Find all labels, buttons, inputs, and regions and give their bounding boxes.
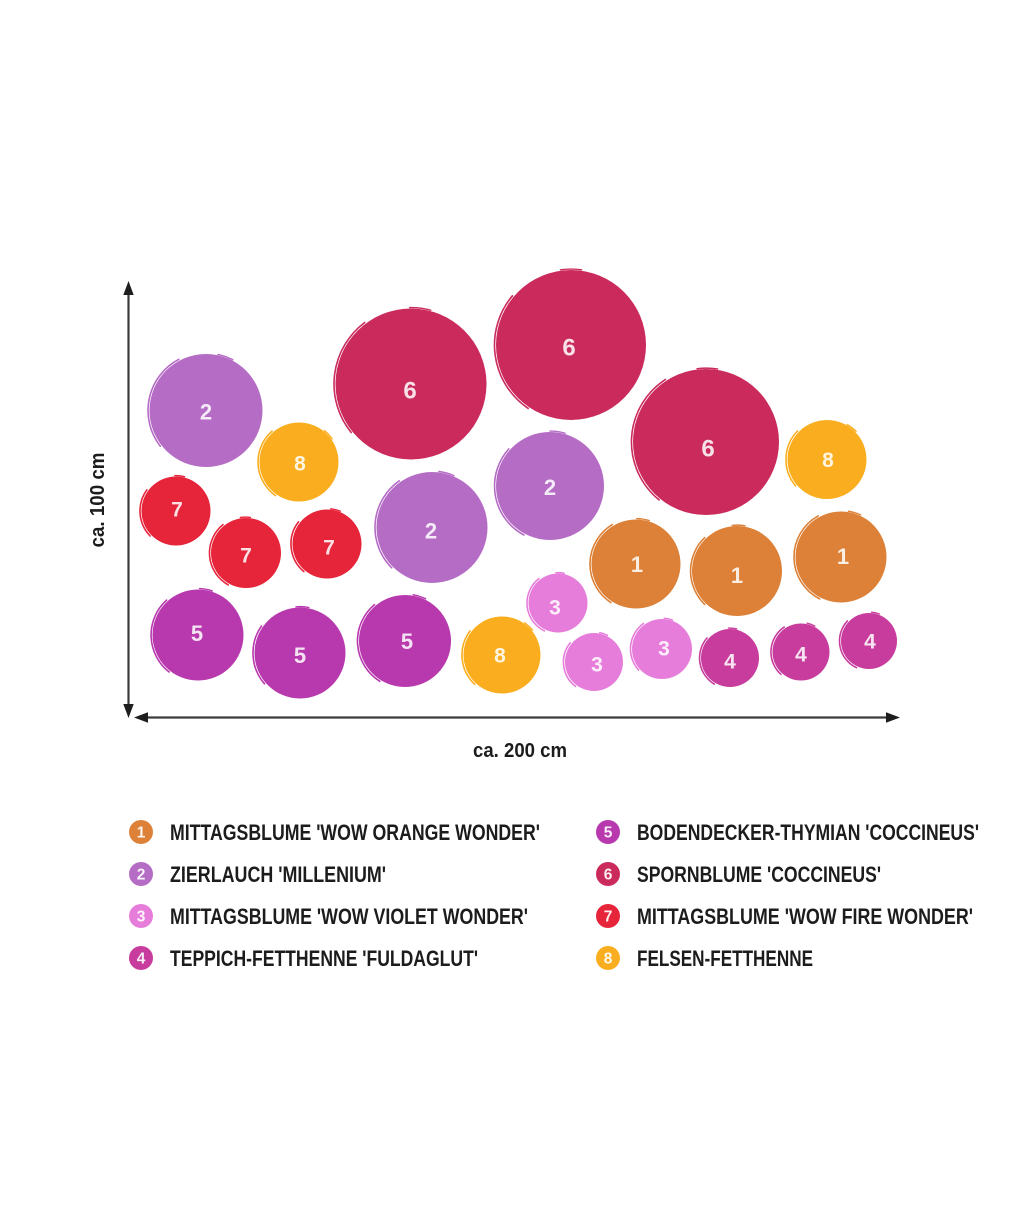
svg-text:4: 4: [795, 644, 807, 667]
svg-text:7: 7: [604, 909, 613, 926]
svg-text:1: 1: [631, 552, 643, 577]
svg-text:SPORNBLUME 'COCCINEUS': SPORNBLUME 'COCCINEUS': [637, 862, 881, 887]
svg-text:ca. 100 cm: ca. 100 cm: [87, 453, 109, 548]
svg-text:FELSEN-FETTHENNE: FELSEN-FETTHENNE: [637, 946, 813, 971]
svg-text:2: 2: [544, 475, 556, 500]
svg-text:1: 1: [137, 825, 146, 842]
svg-text:7: 7: [323, 537, 335, 560]
svg-text:5: 5: [401, 629, 413, 654]
svg-text:3: 3: [658, 638, 670, 661]
svg-text:MITTAGSBLUME 'WOW VIOLET WONDE: MITTAGSBLUME 'WOW VIOLET WONDER': [170, 904, 528, 929]
svg-text:4: 4: [724, 651, 736, 674]
svg-text:3: 3: [137, 909, 146, 926]
svg-text:4: 4: [137, 951, 146, 968]
svg-text:1: 1: [731, 563, 743, 588]
svg-text:7: 7: [240, 545, 252, 568]
svg-text:5: 5: [294, 643, 306, 668]
svg-text:8: 8: [604, 951, 613, 968]
svg-text:6: 6: [403, 378, 416, 405]
svg-text:ca. 200 cm: ca. 200 cm: [473, 740, 567, 762]
svg-text:8: 8: [822, 449, 834, 472]
svg-text:8: 8: [294, 453, 306, 476]
svg-text:5: 5: [604, 825, 613, 842]
svg-text:3: 3: [591, 654, 603, 677]
svg-text:TEPPICH-FETTHENNE 'FULDAGLUT': TEPPICH-FETTHENNE 'FULDAGLUT': [170, 946, 478, 971]
svg-text:6: 6: [604, 867, 613, 884]
svg-text:2: 2: [200, 399, 212, 424]
svg-text:MITTAGSBLUME 'WOW FIRE WONDER': MITTAGSBLUME 'WOW FIRE WONDER': [637, 904, 973, 929]
svg-text:2: 2: [137, 867, 146, 884]
svg-text:ZIERLAUCH 'MILLENIUM': ZIERLAUCH 'MILLENIUM': [170, 862, 386, 887]
svg-text:5: 5: [191, 621, 203, 646]
svg-text:3: 3: [549, 597, 561, 620]
svg-text:BODENDECKER-THYMIAN 'COCCINEUS: BODENDECKER-THYMIAN 'COCCINEUS': [637, 820, 979, 845]
svg-text:MITTAGSBLUME 'WOW ORANGE WONDE: MITTAGSBLUME 'WOW ORANGE WONDER': [170, 820, 540, 845]
svg-text:6: 6: [701, 436, 714, 463]
svg-text:4: 4: [864, 631, 876, 654]
svg-text:2: 2: [425, 518, 437, 543]
svg-text:8: 8: [494, 645, 506, 668]
svg-text:7: 7: [171, 499, 183, 522]
svg-text:6: 6: [562, 335, 575, 362]
svg-text:1: 1: [837, 544, 849, 569]
